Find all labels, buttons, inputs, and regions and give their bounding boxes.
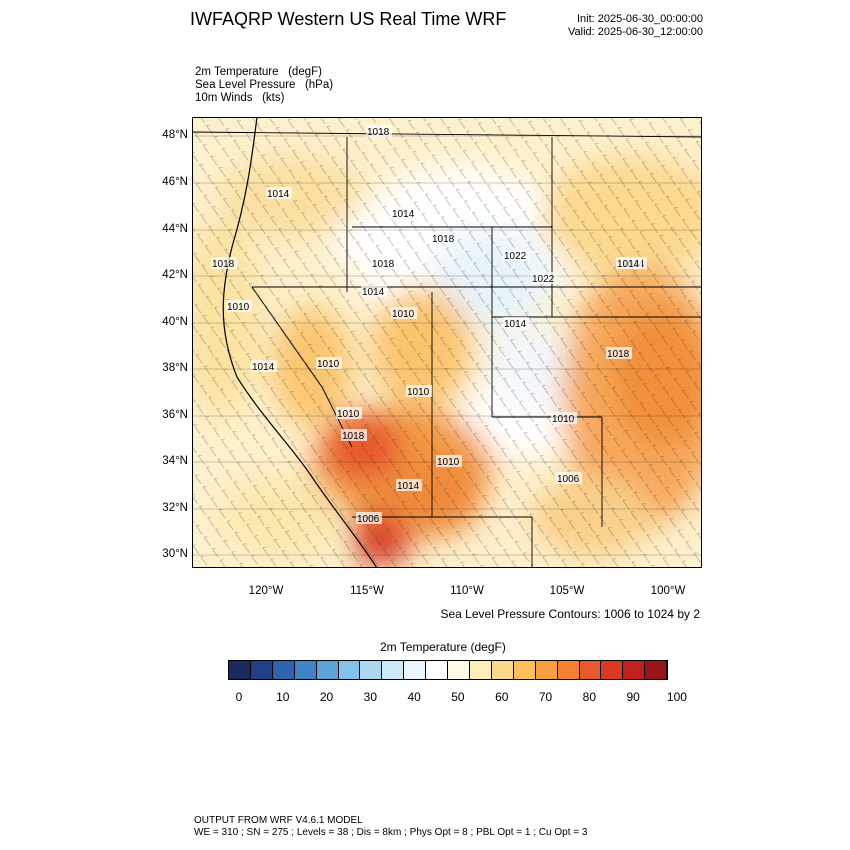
- init-time: Init: 2025-06-30_00:00:00: [577, 13, 703, 25]
- isobar-label: 1018: [342, 431, 365, 442]
- valid-time: Valid: 2025-06-30_12:00:00: [568, 26, 703, 38]
- colorbar-swatch: [250, 661, 273, 679]
- lat-label: 34°N: [162, 455, 188, 467]
- contour-note: Sea Level Pressure Contours: 1006 to 102…: [440, 607, 701, 621]
- lat-label: 46°N: [162, 176, 188, 188]
- isobar-label: 1014: [252, 362, 275, 373]
- lon-label: 100°W: [650, 585, 686, 597]
- colorbar-swatch: [272, 661, 295, 679]
- isobar-label: 1018: [367, 127, 390, 138]
- lat-label: 42°N: [162, 269, 188, 281]
- colorbar-swatch: [491, 661, 514, 679]
- colorbar-swatch: [426, 661, 449, 679]
- isobar-label: 1014: [397, 481, 420, 492]
- colorbar: [228, 660, 668, 680]
- footer-line2: WE = 310 ; SN = 275 ; Levels = 38 ; Dis …: [194, 827, 588, 838]
- colorbar-label: 0: [235, 690, 243, 704]
- isobar-label: 1014: [362, 287, 385, 298]
- isobar-label: 1010: [437, 457, 460, 468]
- field-pressure: Sea Level Pressure (hPa): [195, 79, 334, 91]
- footer-line1: OUTPUT FROM WRF V4.6.1 MODEL: [194, 815, 363, 826]
- field-temperature: 2m Temperature (degF): [195, 66, 322, 78]
- footer: OUTPUT FROM WRF V4.6.1 MODEL WE = 310 ; …: [194, 815, 587, 839]
- isobar-label: 1018: [372, 259, 395, 270]
- isobar-label: 1022: [504, 251, 527, 262]
- colorbar-label: 100: [666, 690, 687, 704]
- isobar-label: 1014: [267, 189, 290, 200]
- isobar-label: 1010: [392, 309, 415, 320]
- colorbar-label: 60: [495, 690, 509, 704]
- colorbar-swatch: [645, 661, 668, 679]
- field-list: 2m Temperature (degF) Sea Level Pressure…: [195, 66, 333, 105]
- colorbar-swatch: [623, 661, 646, 679]
- lat-label: 44°N: [162, 223, 188, 235]
- isobar-label: 1006: [357, 514, 380, 525]
- colorbar-swatch: [601, 661, 624, 679]
- colorbar-label: 70: [538, 690, 553, 704]
- lat-label: 40°N: [162, 316, 188, 328]
- chart-title: IWFAQRP Western US Real Time WRF: [190, 9, 507, 29]
- lat-label: 38°N: [162, 362, 188, 374]
- colorbar-label: 10: [276, 690, 290, 704]
- isobar-label: 1010: [317, 359, 340, 370]
- isobar-label: 1018: [607, 349, 630, 360]
- colorbar-swatch: [360, 661, 383, 679]
- isobar-labels: 1018 1014 1014 1018 1018 1022 1014 1022 1018 1014…: [211, 125, 647, 525]
- colorbar-label: 80: [582, 690, 597, 704]
- colorbar-title: 2m Temperature (degF): [380, 640, 506, 654]
- colorbar-swatch: [448, 661, 470, 679]
- colorbar-label: 40: [407, 690, 421, 704]
- colorbar-swatch: [535, 661, 558, 679]
- colorbar-swatch: [513, 661, 536, 679]
- colorbar-label: 30: [363, 690, 378, 704]
- lat-label: 30°N: [162, 548, 188, 560]
- isobar-label: 1010: [407, 387, 430, 398]
- lat-label: 32°N: [162, 502, 188, 514]
- isobar-label: 1006: [557, 474, 580, 485]
- lon-label: 105°W: [549, 585, 585, 597]
- isobar-label: 1010: [337, 409, 360, 420]
- colorbar-swatch: [469, 661, 492, 679]
- weather-map: 1018 1014 1014 1018 1018 1022 1014 1022 1018 1014…: [192, 117, 702, 568]
- colorbar-label: 20: [319, 690, 334, 704]
- colorbar-swatch: [557, 661, 580, 679]
- colorbar-label: 50: [451, 690, 465, 704]
- colorbar-swatch: [294, 661, 317, 679]
- colorbar-swatch: [382, 661, 405, 679]
- lon-label: 110°W: [450, 585, 484, 597]
- colorbar-swatch: [579, 661, 602, 679]
- colorbar-swatch: [229, 661, 251, 679]
- temperature-field: [192, 117, 702, 568]
- field-winds: 10m Winds (kts): [195, 92, 285, 104]
- lat-label: 36°N: [162, 409, 188, 421]
- isobar-label: 1014: [617, 259, 640, 270]
- isobar-label: 1022: [532, 274, 555, 285]
- colorbar-swatch: [338, 661, 361, 679]
- isobar-label: 1018: [432, 234, 455, 245]
- isobar-label: 1010: [227, 302, 250, 313]
- isobar-label: 1014: [504, 319, 527, 330]
- colorbar-swatch: [404, 661, 427, 679]
- time-info: Init: 2025-06-30_00:00:00 Valid: 2025-06…: [520, 13, 703, 39]
- isobar-label: 1014: [392, 209, 415, 220]
- isobar-label: 1010: [552, 414, 575, 425]
- lon-label: 120°W: [248, 585, 284, 597]
- lat-label: 48°N: [162, 129, 188, 141]
- colorbar-swatch: [316, 661, 339, 679]
- colorbar-label: 90: [626, 690, 640, 704]
- isobar-label: 1018: [212, 259, 235, 270]
- lon-label: 115°W: [350, 585, 384, 597]
